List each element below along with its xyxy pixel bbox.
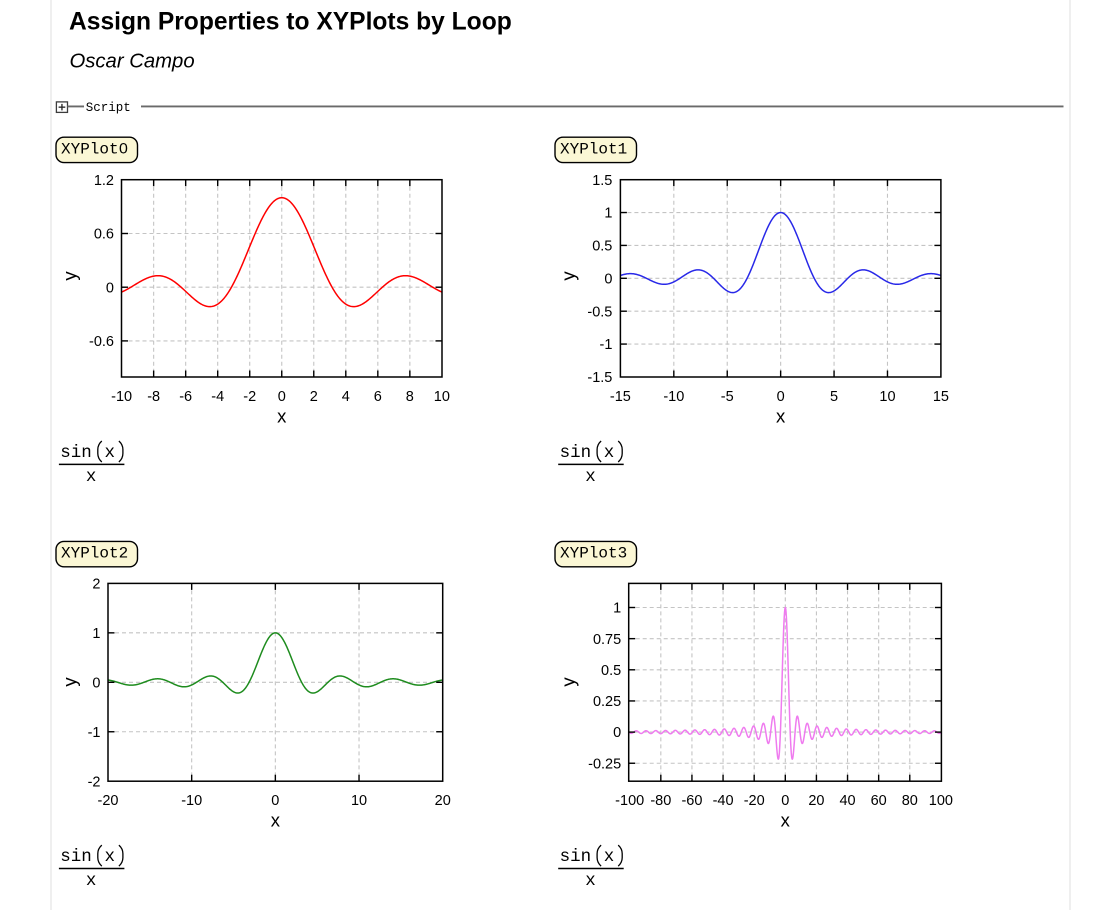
svg-text:-100: -100 [615,793,644,809]
svg-text:0: 0 [106,280,114,296]
svg-text:XYPlot3: XYPlot3 [560,545,627,563]
svg-text:x: x [585,467,596,487]
svg-text:0.25: 0.25 [593,694,621,710]
svg-text:-20: -20 [98,793,119,809]
svg-text:-1: -1 [88,725,101,741]
svg-text:0: 0 [781,793,789,809]
svg-text:XYPlot1: XYPlot1 [560,140,627,158]
svg-text:Oscar Campo: Oscar Campo [70,51,195,73]
svg-text:y: y [59,677,80,687]
svg-text:-80: -80 [650,793,671,809]
svg-text:100: 100 [929,793,953,809]
svg-text:0.5: 0.5 [592,239,612,255]
svg-text:Assign Properties to XYPlots b: Assign Properties to XYPlots by Loop [69,8,512,35]
svg-text:x: x [776,405,786,426]
svg-text:2: 2 [310,389,318,405]
svg-text:15: 15 [933,389,949,405]
svg-text:-0.25: -0.25 [588,756,621,772]
svg-text:80: 80 [902,793,918,809]
svg-text:x: x [86,467,97,487]
svg-text:20: 20 [435,793,451,809]
svg-text:x: x [585,871,596,891]
svg-text:1.2: 1.2 [94,173,114,189]
svg-text:0: 0 [613,725,621,741]
svg-text:0.75: 0.75 [593,632,621,648]
svg-text:-10: -10 [111,389,132,405]
svg-text:Script: Script [86,101,131,115]
svg-text:sin: sin [560,847,592,867]
svg-text:2: 2 [92,577,100,593]
svg-text:0: 0 [278,389,286,405]
svg-text:5: 5 [830,389,838,405]
svg-text:0: 0 [777,389,785,405]
svg-text:sin: sin [60,443,92,463]
svg-text:-15: -15 [610,389,631,405]
svg-text:sin: sin [560,443,592,463]
svg-text:0: 0 [604,271,612,287]
svg-text:0: 0 [92,675,100,691]
svg-text:10: 10 [351,793,367,809]
svg-text:20: 20 [808,793,824,809]
svg-text:-10: -10 [181,793,202,809]
svg-text:x: x [86,871,97,891]
svg-text:-5: -5 [721,389,734,405]
svg-text:x: x [105,443,116,463]
svg-text:1: 1 [613,601,621,617]
svg-text:0.6: 0.6 [94,227,114,243]
svg-text:8: 8 [406,389,414,405]
svg-text:XYPlot2: XYPlot2 [61,545,128,563]
svg-text:60: 60 [871,793,887,809]
svg-text:x: x [105,847,116,867]
svg-text:y: y [558,677,579,687]
svg-text:y: y [558,271,579,281]
svg-text:1: 1 [92,626,100,642]
svg-text:4: 4 [342,389,350,405]
svg-text:-60: -60 [681,793,702,809]
svg-text:10: 10 [879,389,895,405]
svg-text:XYPlot0: XYPlot0 [61,140,128,158]
svg-text:-40: -40 [713,793,734,809]
svg-text:x: x [781,810,791,831]
svg-text:-6: -6 [179,389,192,405]
svg-text:-8: -8 [147,389,160,405]
svg-text:x: x [604,847,615,867]
svg-text:-0.5: -0.5 [587,304,612,320]
svg-text:-2: -2 [243,389,256,405]
svg-text:1: 1 [604,206,612,222]
svg-text:-1: -1 [599,337,612,353]
svg-text:1.5: 1.5 [592,173,612,189]
svg-text:6: 6 [374,389,382,405]
svg-text:-2: -2 [88,774,101,790]
svg-text:y: y [59,271,80,281]
svg-text:-0.6: -0.6 [89,334,114,350]
svg-text:-10: -10 [663,389,684,405]
svg-text:0.5: 0.5 [601,663,621,679]
svg-text:40: 40 [839,793,855,809]
svg-text:x: x [271,810,281,831]
svg-text:10: 10 [434,389,450,405]
svg-text:-20: -20 [744,793,765,809]
svg-text:sin: sin [60,847,92,867]
svg-text:x: x [604,443,615,463]
svg-text:0: 0 [271,793,279,809]
svg-text:x: x [277,405,287,426]
svg-text:-1.5: -1.5 [587,370,612,386]
svg-text:-4: -4 [211,389,224,405]
